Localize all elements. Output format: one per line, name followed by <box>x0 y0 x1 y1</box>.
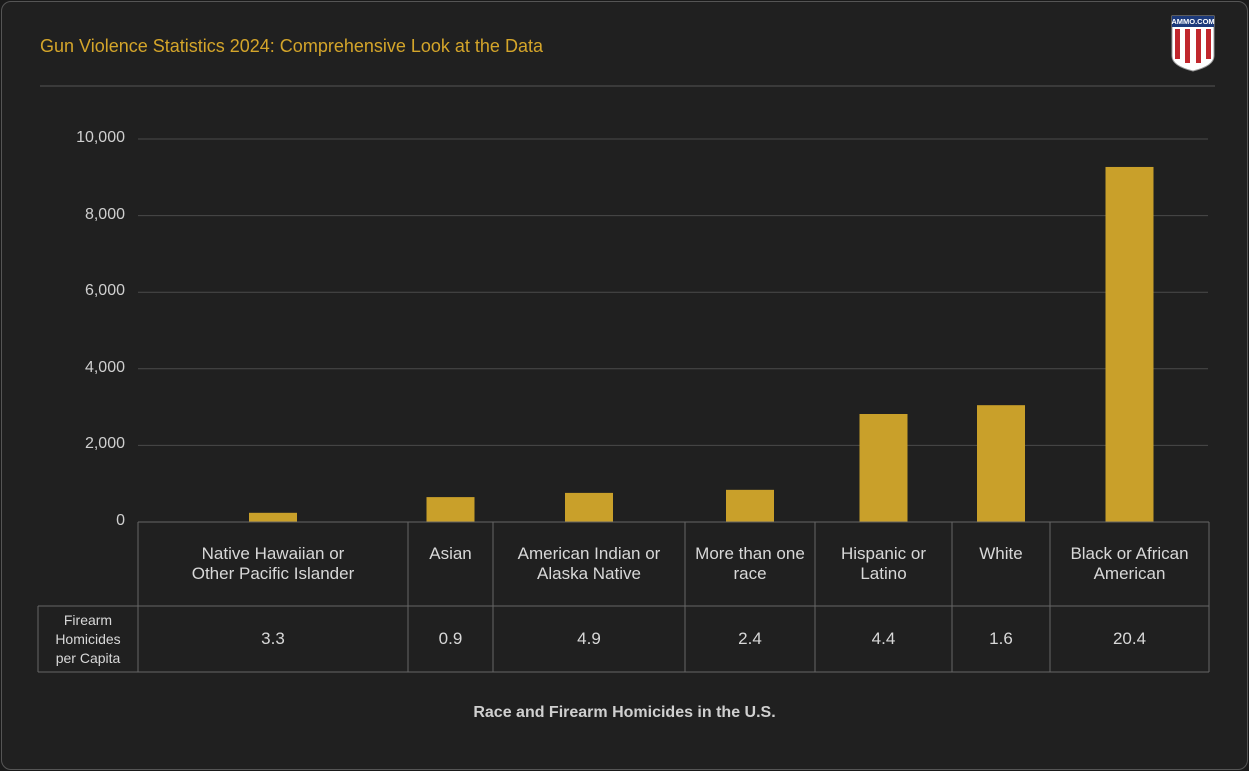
table-value: 4.9 <box>577 629 601 648</box>
y-tick-label: 4,000 <box>84 358 125 376</box>
logo: AMMO.COM <box>1171 15 1215 72</box>
y-tick-label: 10,000 <box>76 129 125 146</box>
bar <box>249 512 297 522</box>
y-tick-label: 8,000 <box>84 205 125 223</box>
table-value: 4.4 <box>871 629 896 648</box>
bar <box>426 497 475 522</box>
x-axis-title: Race and Firearm Homicides in the U.S. <box>473 704 776 721</box>
y-tick-label: 6,000 <box>84 282 125 300</box>
bar <box>859 413 908 522</box>
category-label: Native Hawaiian or Other Pacific Islande… <box>191 544 355 583</box>
table-row-label: Firearm Homicides per Capita <box>55 611 121 666</box>
y-tick-label: 2,000 <box>84 435 125 453</box>
chart-title: Gun Violence Statistics 2024: Comprehens… <box>40 36 543 56</box>
category-label: More than one race <box>695 544 805 583</box>
y-tick-label: 0 <box>116 512 125 529</box>
bar <box>977 405 1025 522</box>
category-label: Asian <box>429 544 472 563</box>
table-value: 20.4 <box>1112 629 1147 648</box>
category-label: American Indian or Alaska Native <box>517 544 661 583</box>
bar <box>565 492 613 522</box>
category-label: Black or African American <box>1070 544 1189 583</box>
logo-text: AMMO.COM <box>1171 17 1214 26</box>
table-value: 3.3 <box>261 629 285 648</box>
table-value: 2.4 <box>738 629 762 648</box>
table-value: 1.6 <box>989 629 1013 648</box>
bar <box>726 489 774 522</box>
category-label: Hispanic or Latino <box>840 544 927 583</box>
category-label: White <box>979 544 1023 563</box>
bar <box>1105 166 1154 523</box>
table-value: 0.9 <box>438 629 463 648</box>
